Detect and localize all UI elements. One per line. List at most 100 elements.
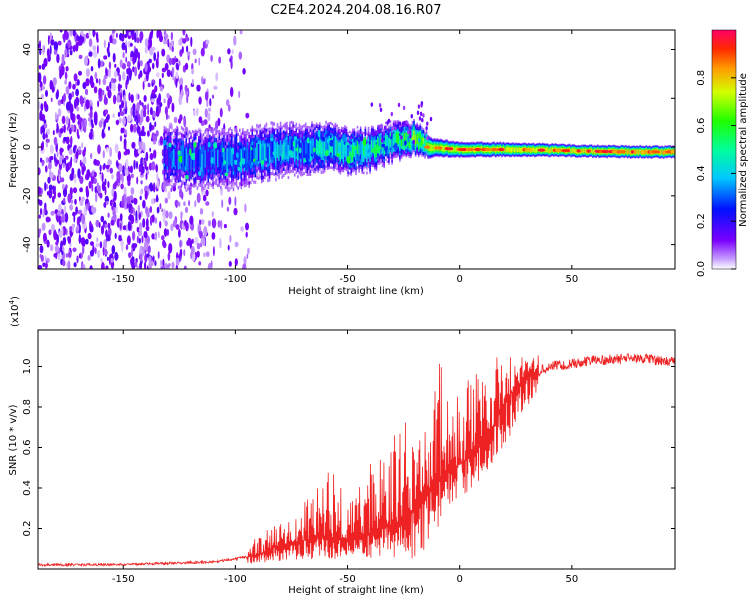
signal-band-cell	[282, 142, 285, 159]
noise-speckle	[61, 154, 64, 160]
signal-band-cell	[441, 145, 444, 151]
tail-speckle	[378, 124, 381, 130]
noise-speckle	[43, 101, 47, 109]
noise-speckle	[63, 93, 67, 102]
noise-speckle	[103, 250, 108, 256]
noise-speckle	[133, 159, 136, 170]
noise-speckle	[85, 185, 89, 195]
noise-speckle	[79, 176, 84, 184]
noise-speckle	[196, 250, 200, 258]
noise-speckle	[175, 78, 178, 88]
noise-speckle	[119, 223, 122, 230]
noise-speckle	[112, 113, 115, 118]
signal-blob	[239, 161, 242, 168]
signal-blob	[248, 159, 252, 167]
tail-speckle	[370, 102, 373, 107]
signal-band-cell	[237, 152, 239, 171]
noise-speckle	[113, 212, 117, 223]
noise-speckle	[143, 231, 148, 239]
noise-speckle	[82, 156, 87, 165]
noise-speckle	[215, 72, 219, 82]
noise-speckle	[139, 60, 143, 67]
noise-speckle	[242, 263, 247, 269]
snr-plot-area	[38, 352, 675, 568]
noise-speckle	[75, 42, 79, 52]
noise-speckle	[78, 253, 81, 259]
signal-band-cell	[353, 143, 356, 157]
signal-band-cell	[571, 148, 574, 153]
noise-speckle	[171, 261, 175, 269]
noise-speckle	[166, 228, 170, 237]
noise-speckle	[95, 31, 99, 41]
noise-speckle	[121, 42, 126, 51]
noise-speckle	[122, 225, 127, 231]
signal-hotspot	[670, 150, 675, 154]
noise-speckle	[139, 195, 142, 201]
signal-band-cell	[273, 141, 276, 158]
signal-blob	[219, 156, 224, 164]
noise-speckle	[140, 169, 144, 176]
noise-speckle	[170, 187, 173, 193]
noise-speckle	[103, 74, 108, 80]
noise-speckle	[136, 119, 139, 126]
signal-band-cell	[422, 138, 425, 147]
noise-speckle	[65, 116, 69, 126]
signal-band-cell	[166, 148, 169, 167]
signal-band-cell	[188, 150, 191, 169]
noise-speckle	[217, 117, 221, 127]
noise-speckle	[134, 48, 139, 59]
signal-band-cell	[207, 151, 210, 170]
noise-speckle	[103, 39, 106, 49]
tail-speckle	[377, 129, 381, 134]
signal-hotspot	[497, 147, 505, 152]
noise-speckle	[84, 56, 88, 66]
colorbar-tick-label: 0.8	[696, 70, 707, 86]
noise-speckle	[156, 172, 159, 181]
signal-band-cell	[292, 139, 294, 156]
noise-speckle	[246, 253, 249, 259]
noise-speckle	[72, 30, 76, 37]
noise-speckle	[63, 136, 68, 142]
noise-speckle	[60, 177, 65, 183]
noise-speckle	[239, 30, 243, 35]
signal-band-cell	[584, 148, 586, 153]
spectrogram-y-ticks: -40 -20 0 20 40	[22, 43, 675, 253]
noise-speckle	[114, 63, 117, 68]
signal-band-cell	[242, 147, 244, 166]
signal-blob	[317, 129, 321, 138]
noise-speckle	[85, 203, 88, 212]
noise-speckle	[107, 222, 111, 229]
noise-speckle	[52, 130, 55, 136]
signal-band-cell	[325, 137, 327, 152]
noise-speckle	[132, 123, 137, 133]
noise-speckle	[130, 30, 135, 36]
signal-band-cell	[510, 147, 513, 153]
noise-speckle	[172, 219, 177, 228]
noise-speckle	[142, 218, 146, 228]
noise-speckle	[127, 180, 131, 187]
noise-speckle	[212, 94, 214, 99]
noise-speckle	[142, 142, 146, 153]
signal-blob	[389, 136, 393, 140]
signal-band-cell	[204, 150, 206, 168]
noise-speckle	[92, 31, 96, 36]
signal-blob	[184, 165, 187, 172]
tail-speckle	[380, 138, 384, 143]
noise-speckle	[164, 197, 168, 204]
noise-speckle	[211, 232, 216, 240]
noise-speckle	[79, 123, 82, 130]
noise-speckle	[147, 66, 152, 73]
signal-blob	[381, 143, 386, 148]
signal-band-cell	[512, 147, 514, 152]
noise-speckle	[244, 203, 247, 213]
signal-blob	[193, 142, 197, 148]
noise-speckle	[123, 151, 128, 156]
noise-speckle	[149, 215, 153, 226]
noise-speckle	[142, 199, 146, 209]
snr-frame	[37, 329, 676, 570]
noise-speckle	[179, 77, 183, 86]
signal-band-cell	[311, 138, 313, 154]
signal-hotspot	[576, 149, 581, 153]
signal-band-cell	[389, 133, 392, 146]
noise-speckle	[56, 114, 59, 122]
